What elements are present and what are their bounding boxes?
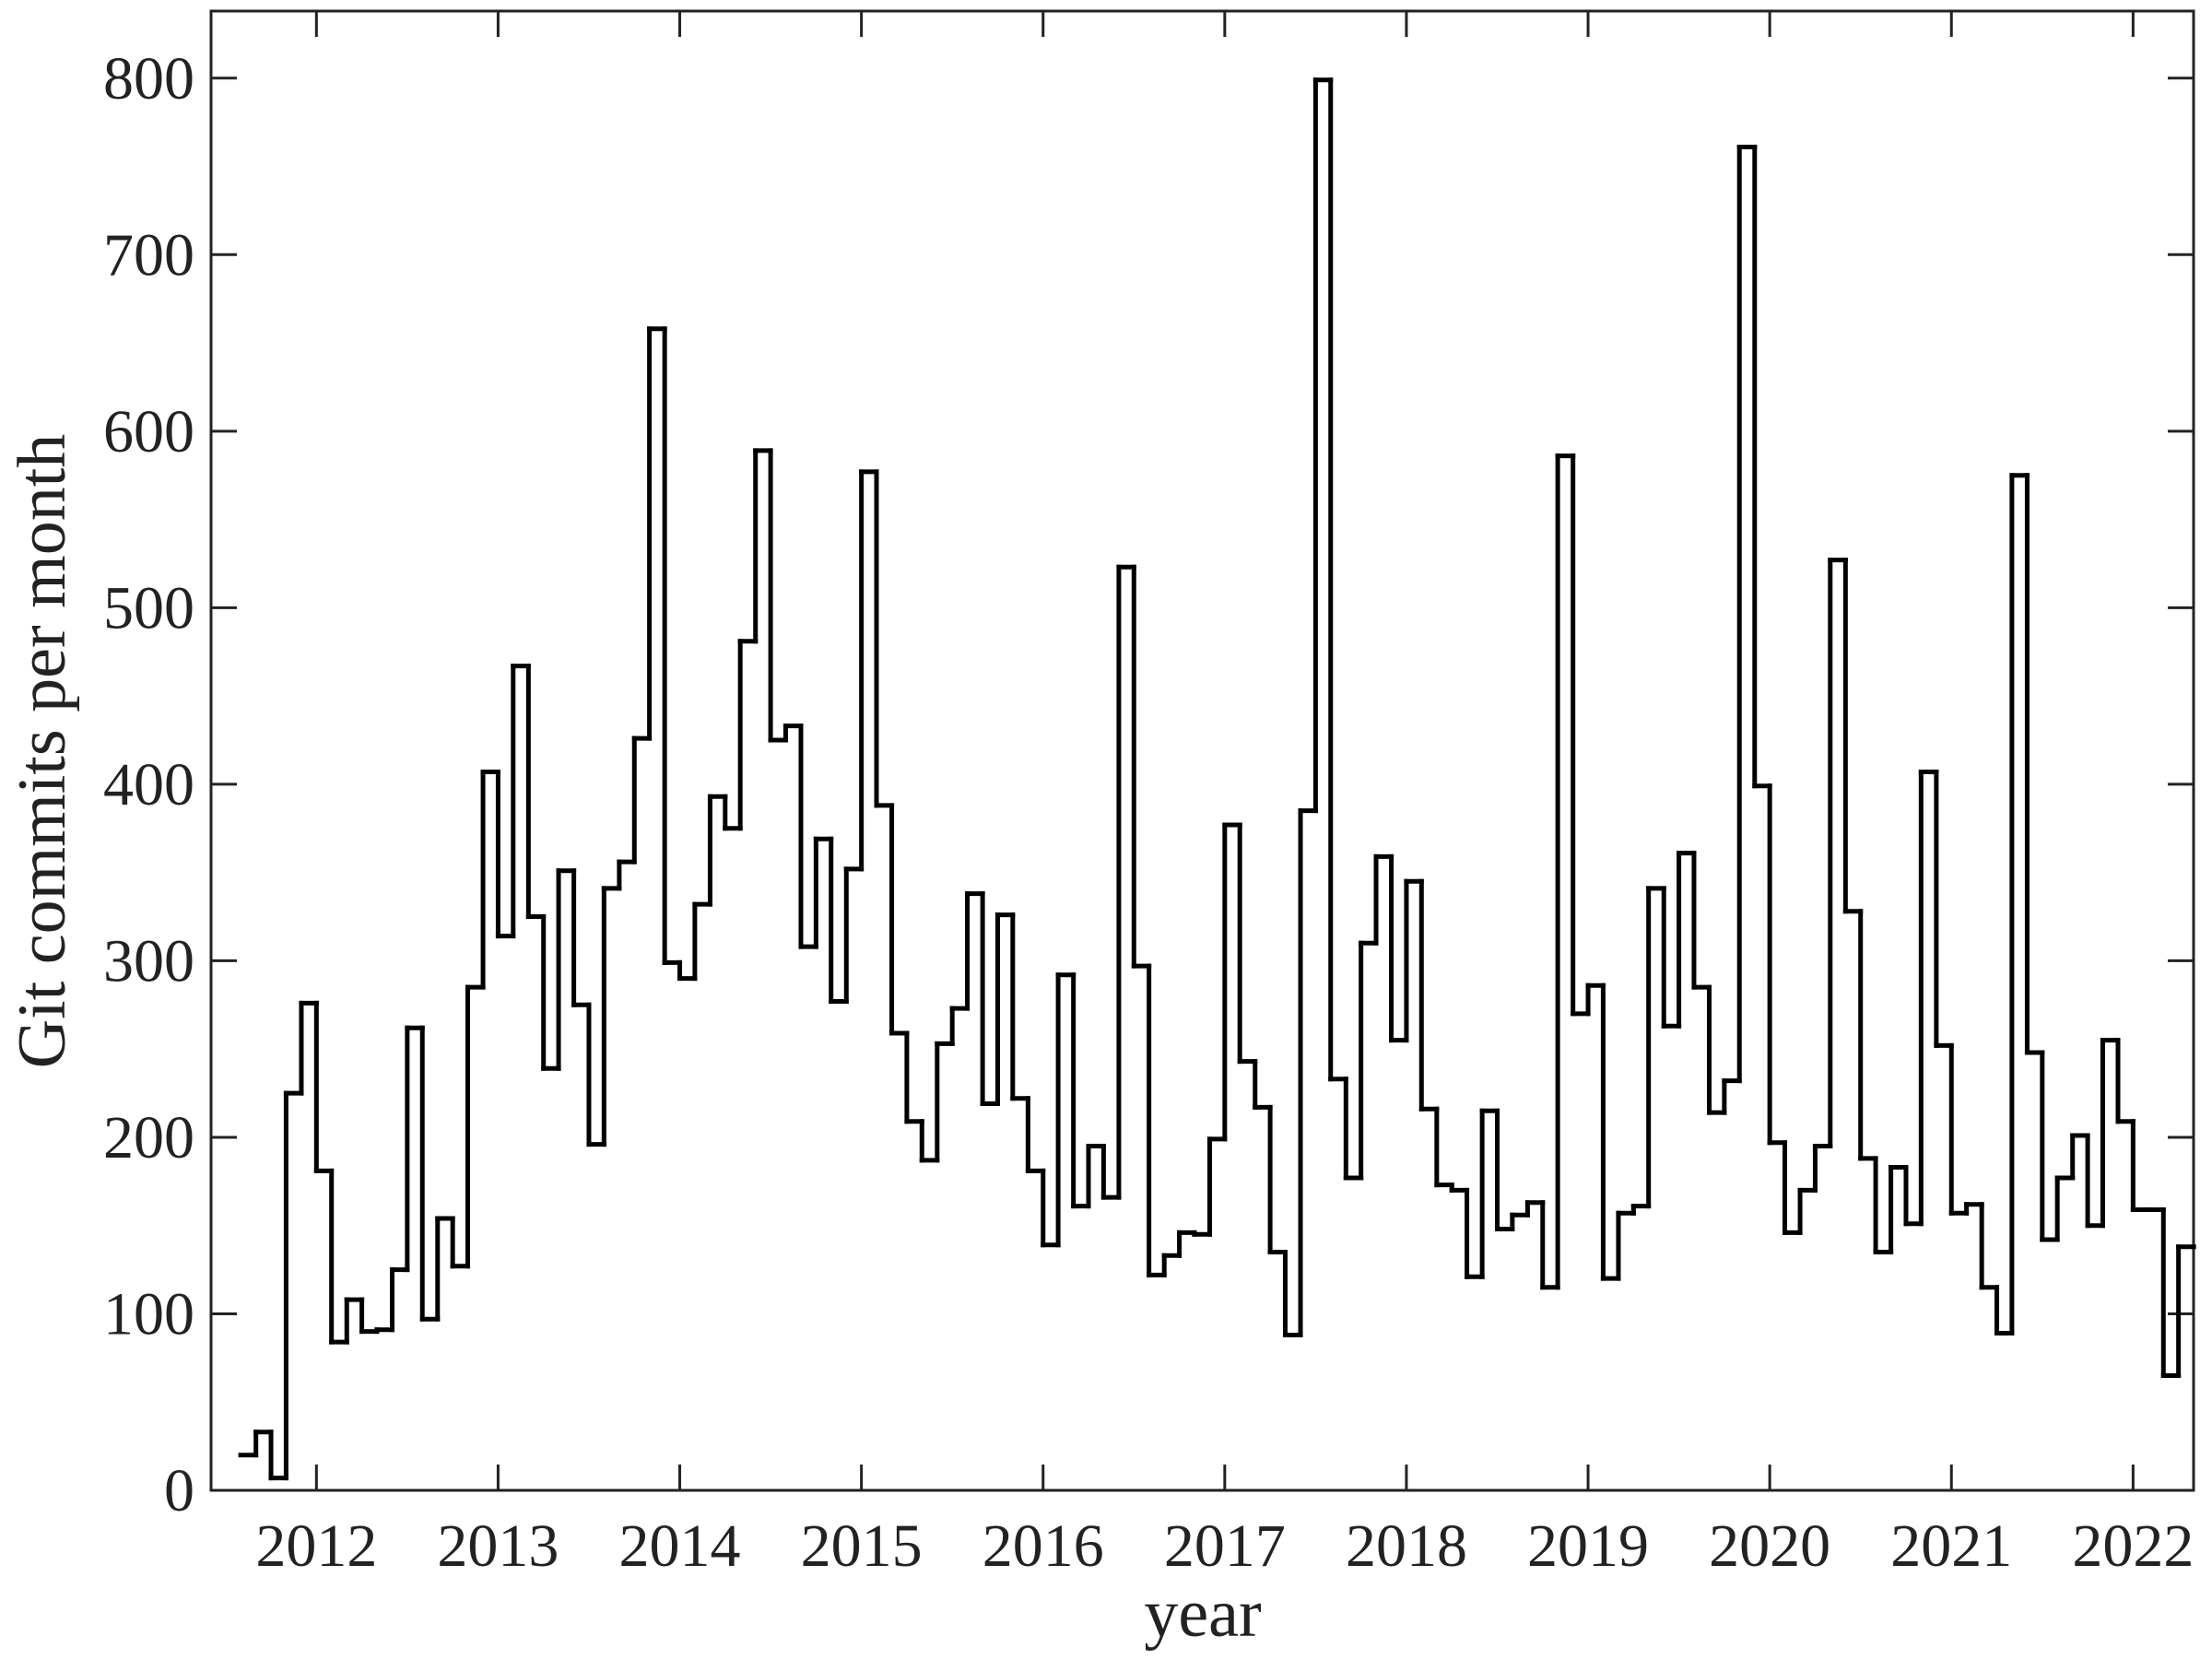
y-tick-label: 500 (103, 574, 194, 641)
y-axis-label: Git commits per month (5, 434, 80, 1069)
y-tick-label: 400 (103, 751, 194, 818)
y-tick-label: 200 (103, 1104, 194, 1171)
x-axis-label: year (1144, 1576, 1261, 1652)
y-tick-label: 600 (103, 398, 194, 465)
y-tick-label: 700 (103, 221, 194, 288)
x-tick-label: 2017 (1164, 1512, 1286, 1580)
x-tick-label: 2020 (1709, 1512, 1830, 1580)
plot-frame (209, 9, 2195, 1492)
y-tick-label: 800 (103, 45, 194, 112)
x-tick-label: 2019 (1527, 1512, 1649, 1580)
x-tick-label: 2022 (2072, 1512, 2194, 1580)
x-tick-label: 2013 (437, 1512, 559, 1580)
y-tick-label: 300 (103, 927, 194, 994)
x-tick-label: 2015 (801, 1512, 923, 1580)
y-tick-label: 0 (164, 1457, 194, 1524)
y-tick-label: 100 (103, 1280, 194, 1347)
x-tick-label: 2018 (1346, 1512, 1467, 1580)
x-tick-label: 2014 (619, 1512, 741, 1580)
x-tick-label: 2021 (1890, 1512, 2012, 1580)
x-tick-label: 2012 (255, 1512, 377, 1580)
x-tick-label: 2016 (982, 1512, 1104, 1580)
